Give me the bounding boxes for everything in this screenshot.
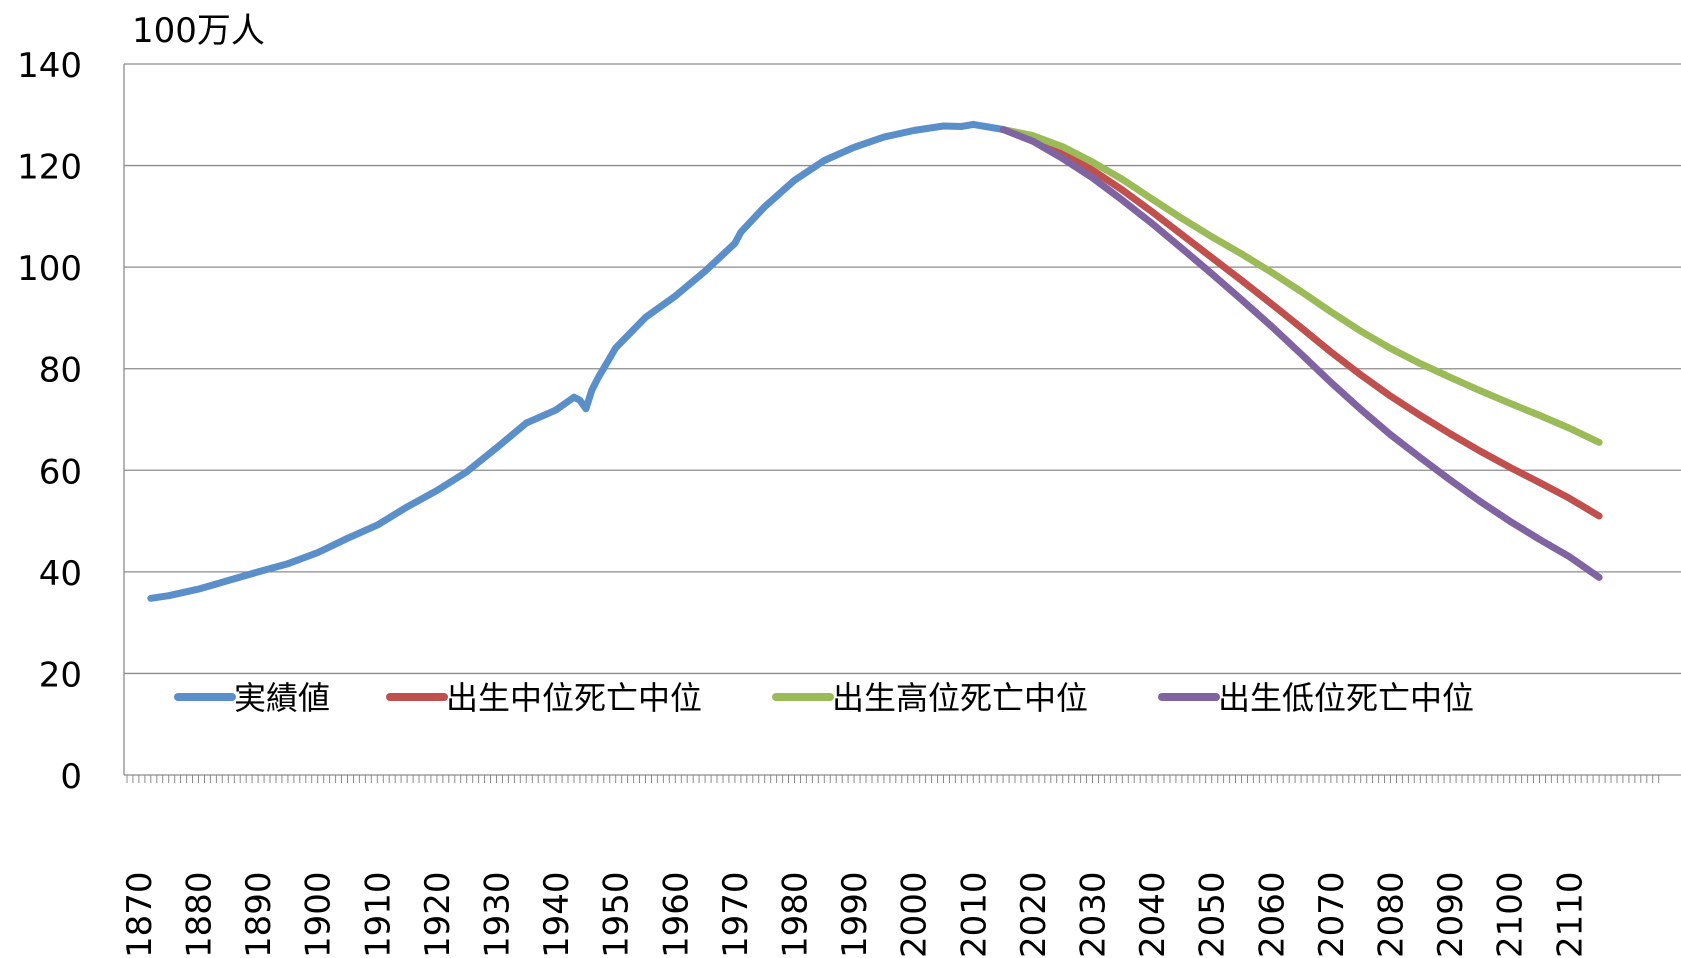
y-tick-label: 0 <box>60 757 82 797</box>
x-tick-label: 1880 <box>180 871 220 958</box>
x-tick-label: 1950 <box>597 871 637 958</box>
x-tick-label: 2100 <box>1491 871 1531 958</box>
y-tick-label: 140 <box>17 46 82 86</box>
series-line-1 <box>999 126 1603 520</box>
x-tick-label: 2010 <box>954 871 994 958</box>
x-tick-label: 2030 <box>1074 871 1114 958</box>
legend-label: 出生中位死亡中位 <box>446 679 702 717</box>
y-tick-label: 100 <box>17 249 82 289</box>
y-tick-label: 20 <box>39 655 82 695</box>
x-minor-ticks <box>126 775 1660 783</box>
x-tick-label: 1920 <box>418 871 458 958</box>
x-tick-label: 1910 <box>358 871 398 958</box>
x-tick-label: 2000 <box>895 871 935 958</box>
x-tick-label: 2040 <box>1133 871 1173 958</box>
series-line-0 <box>147 120 1007 602</box>
y-tick-label: 120 <box>17 148 82 188</box>
x-tick-label: 1870 <box>120 871 160 958</box>
x-tick-label: 2090 <box>1431 871 1471 958</box>
y-axis-unit-label: 100万人 <box>132 11 265 51</box>
x-tick-label: 2080 <box>1372 871 1412 958</box>
y-tick-label: 40 <box>39 554 82 594</box>
gridlines <box>124 63 1681 675</box>
x-tick-label: 2050 <box>1193 871 1233 958</box>
x-tick-label: 1990 <box>835 871 875 958</box>
x-tick-label: 1940 <box>537 871 577 958</box>
series-line-3 <box>999 126 1603 581</box>
x-tick-label: 1890 <box>239 871 279 958</box>
y-tick-label: 80 <box>39 351 82 391</box>
series-lines <box>147 120 1603 602</box>
axes <box>123 64 1681 776</box>
x-tick-labels: 1870 1880 1890 1900 1910 1920 1930 1940 1950 1960… <box>120 871 1590 958</box>
x-tick-label: 1970 <box>716 871 756 958</box>
x-tick-label: 2060 <box>1252 871 1292 958</box>
x-tick-label: 2070 <box>1312 871 1352 958</box>
x-tick-label: 1900 <box>299 871 339 958</box>
x-tick-label: 1960 <box>656 871 696 958</box>
legend-label: 実績値 <box>234 679 330 717</box>
series-line-2 <box>999 126 1603 446</box>
legend: 実績値 出生中位死亡中位 出生高位死亡中位 出生低位死亡中位 <box>174 679 1474 717</box>
x-tick-label: 1930 <box>478 871 518 958</box>
legend-label: 出生高位死亡中位 <box>832 679 1088 717</box>
x-tick-label: 2110 <box>1550 871 1590 958</box>
x-tick-label: 1980 <box>776 871 816 958</box>
x-tick-label: 2020 <box>1014 871 1054 958</box>
legend-label: 出生低位死亡中位 <box>1218 679 1474 717</box>
x-minor-tick-marks <box>126 775 1660 783</box>
y-tick-labels: 0 20 40 60 80 100 120 140 <box>17 46 82 797</box>
y-tick-label: 60 <box>39 452 82 492</box>
